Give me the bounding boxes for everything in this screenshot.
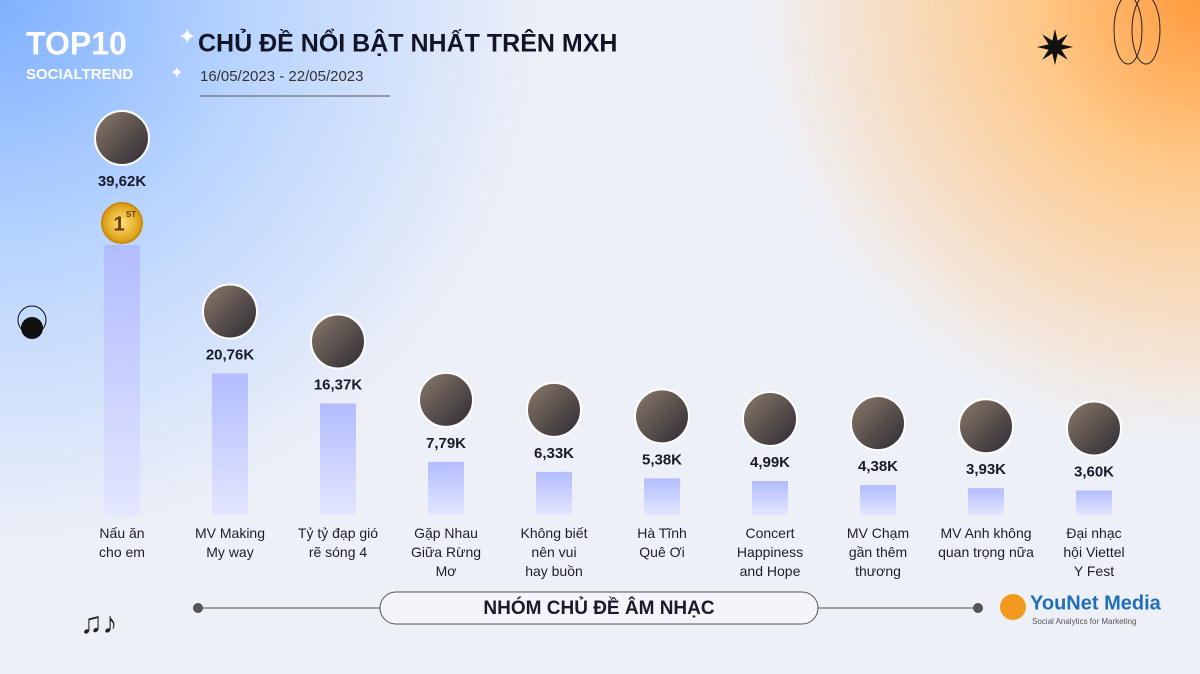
category-label: MV Making My way bbox=[194, 525, 266, 560]
category-label: MV Chạm gần thêm thương bbox=[846, 525, 910, 579]
deco bbox=[1113, 0, 1143, 65]
photo bbox=[202, 283, 258, 340]
photo bbox=[850, 395, 906, 452]
value-label: 20,76K bbox=[206, 346, 255, 363]
group-label: NHÓM CHỦ ĐỀ ÂM NHẠC bbox=[483, 597, 714, 619]
medal bbox=[101, 202, 143, 244]
deco bbox=[1131, 0, 1161, 65]
category-label: Đại nhạc hội Viettel Y Fest bbox=[1063, 525, 1125, 579]
value-label: 3,93K bbox=[966, 461, 1006, 478]
photo bbox=[418, 371, 474, 428]
category-label: MV Anh không quan trọng nữa bbox=[938, 525, 1034, 560]
value-label: 4,99K bbox=[750, 454, 790, 471]
photo bbox=[1066, 400, 1122, 457]
logo-name: YouNet Media bbox=[1030, 592, 1162, 614]
photo bbox=[526, 381, 582, 438]
logo-tagline: Social Analytics for Marketing bbox=[1032, 617, 1137, 626]
chart-title: CHỦ ĐỀ NỔI BẬT NHẤT TRÊN MXH bbox=[198, 28, 617, 58]
value-label: 6,33K bbox=[534, 445, 574, 462]
dot bbox=[973, 603, 983, 613]
deco bbox=[21, 317, 43, 339]
bar bbox=[644, 478, 680, 515]
bar bbox=[860, 485, 896, 515]
photo bbox=[958, 398, 1014, 455]
value-label: 5,38K bbox=[642, 451, 682, 468]
value-label: 39,62K bbox=[98, 173, 147, 190]
category-label: Hà Tĩnh Quê Ơi bbox=[637, 525, 687, 560]
value-label: 7,79K bbox=[426, 435, 466, 452]
badge-number: 1 bbox=[113, 213, 124, 235]
bar bbox=[320, 403, 356, 515]
star: ✷ bbox=[1035, 23, 1075, 76]
chart-subtitle: 16/05/2023 - 22/05/2023 bbox=[200, 68, 363, 85]
value-label: 4,38K bbox=[858, 458, 898, 475]
group-pill bbox=[379, 591, 819, 625]
dot bbox=[193, 603, 203, 613]
bar bbox=[104, 245, 140, 515]
category-label: Nấu ăn cho em bbox=[99, 525, 145, 560]
bar bbox=[536, 471, 572, 515]
logo-icon bbox=[1000, 594, 1026, 620]
brand-top: TOP10 bbox=[26, 25, 127, 61]
bar bbox=[752, 480, 788, 515]
deco bbox=[17, 305, 47, 335]
photo bbox=[634, 388, 690, 445]
value-label: 3,60K bbox=[1074, 463, 1114, 480]
sparkle: ✦ bbox=[170, 65, 183, 82]
photo bbox=[310, 313, 366, 370]
category-label: Tỷ tỷ đạp gió rẽ sóng 4 bbox=[297, 525, 379, 560]
music-notes: ♫♪ bbox=[80, 607, 118, 640]
bar bbox=[212, 373, 248, 515]
sparkle: ✦ bbox=[178, 24, 196, 49]
brand-sub: SOCIALTREND bbox=[26, 66, 133, 83]
category-label: Concert Happiness and Hope bbox=[736, 525, 804, 579]
bar bbox=[428, 461, 464, 515]
category-label: Gặp Nhau Giữa Rừng Mơ bbox=[410, 525, 482, 579]
photo bbox=[742, 390, 798, 447]
bar bbox=[1076, 490, 1112, 515]
value-label: 16,37K bbox=[314, 376, 363, 393]
category-label: Không biết nên vui hay buồn bbox=[520, 525, 588, 579]
badge-suffix: ST bbox=[126, 210, 136, 219]
photo bbox=[94, 110, 150, 166]
bar bbox=[968, 488, 1004, 515]
